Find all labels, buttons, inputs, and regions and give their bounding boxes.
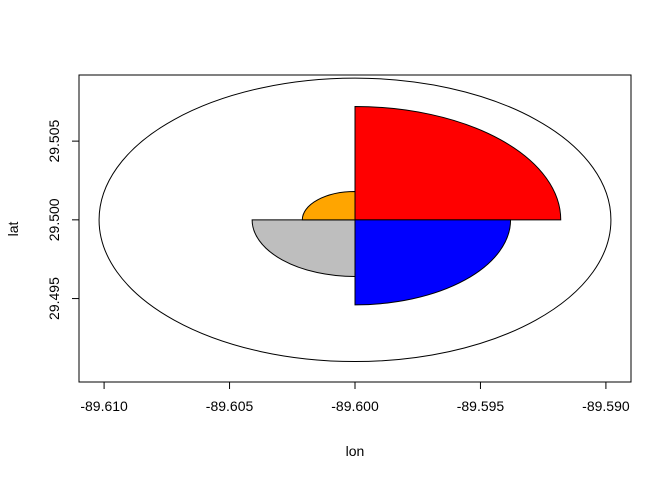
y-tick-label: 29.495 xyxy=(46,277,62,320)
x-tick-label: -89.610 xyxy=(80,398,128,414)
sector-sw xyxy=(251,219,356,278)
sectors-layer xyxy=(251,105,562,306)
y-tick-label: 29.505 xyxy=(46,120,62,163)
sector-nw xyxy=(301,191,356,221)
x-axis-label: lon xyxy=(346,443,365,459)
sector-se xyxy=(354,219,512,306)
x-tick-label: -89.600 xyxy=(331,398,379,414)
y-axis: 29.495 29.500 29.505 xyxy=(46,120,80,320)
x-axis: -89.610 -89.605 -89.600 -89.595 -89.590 xyxy=(80,381,630,414)
x-tick-label: -89.590 xyxy=(582,398,630,414)
outer-ellipse xyxy=(98,77,612,363)
y-axis-label: lat xyxy=(5,222,21,237)
x-tick-label: -89.595 xyxy=(457,398,505,414)
x-tick-label: -89.605 xyxy=(206,398,254,414)
sector-ne xyxy=(354,105,562,221)
y-tick-label: 29.500 xyxy=(46,198,62,241)
